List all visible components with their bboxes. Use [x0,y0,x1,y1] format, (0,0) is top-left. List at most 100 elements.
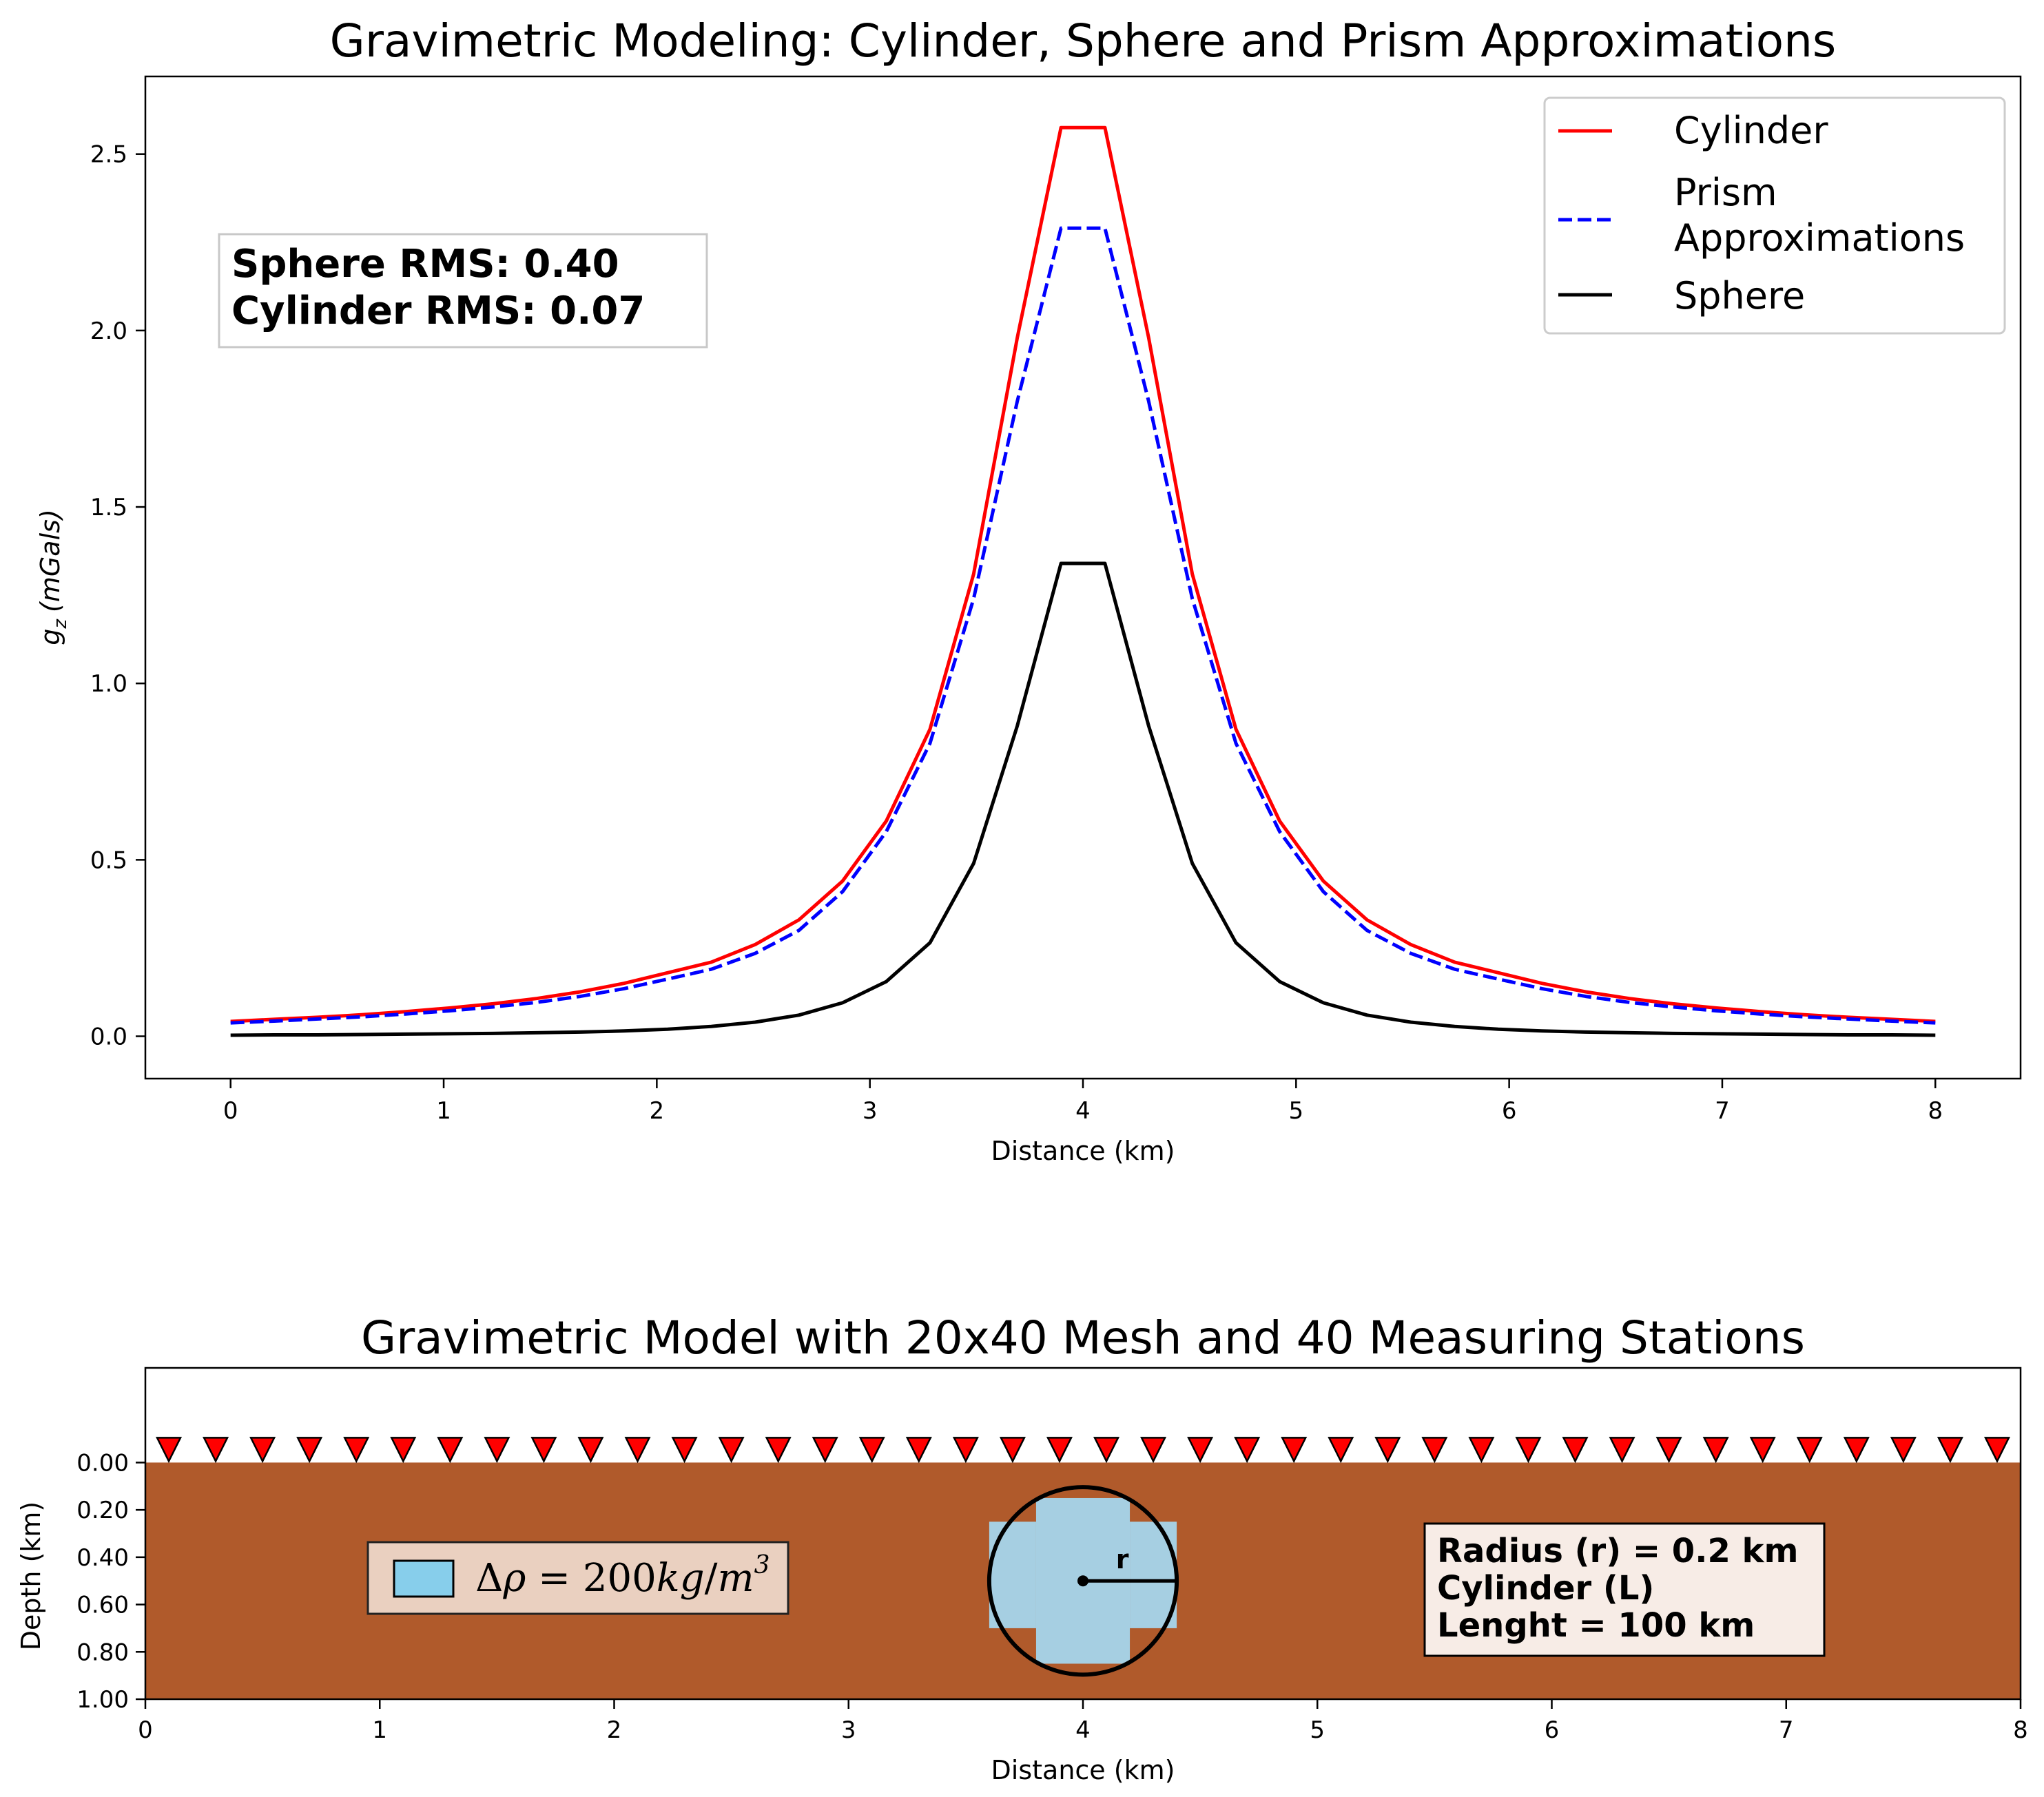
rms-line-cylinder: Cylinder RMS: 0.07 [231,289,645,333]
top-x-tick-label: 8 [1928,1097,1943,1125]
station-marker [249,1437,276,1464]
density-swatch [393,1559,455,1598]
ylabel-sub: z [50,619,71,630]
info-radius: Radius (r) = 0.2 km [1437,1532,1798,1570]
station-marker [203,1437,229,1464]
station-marker [1937,1437,1963,1464]
top-x-tick-label: 7 [1715,1097,1730,1125]
info-cylinder: Cylinder (L) [1437,1569,1654,1608]
station-marker [156,1437,183,1464]
top-y-ticks: 0.0 0.5 1.0 1.5 2.0 2.5 [90,141,145,1051]
station-marker [1093,1437,1120,1464]
bottom-x-tick-label: 6 [1545,1716,1560,1744]
station-marker [624,1437,651,1464]
station-marker [999,1437,1026,1464]
station-marker [1843,1437,1870,1464]
station-marker [1702,1437,1729,1464]
ylabel-g: g [35,629,65,645]
bottom-x-tick-label: 4 [1075,1716,1091,1744]
station-marker [765,1437,792,1464]
station-marker [1234,1437,1261,1464]
top-x-tick-label: 5 [1288,1097,1303,1125]
station-marker [1046,1437,1073,1464]
top-x-tick-label: 6 [1502,1097,1517,1125]
top-x-ticks: 0 1 2 3 4 5 6 7 8 [223,1079,1943,1125]
radius-label: r [1116,1544,1129,1575]
station-marker [1749,1437,1776,1464]
bottom-y-tick-label: 0.40 [76,1544,129,1572]
station-marker [343,1437,370,1464]
station-marker [530,1437,557,1464]
top-x-tick-label: 0 [223,1097,238,1125]
station-marker [905,1437,932,1464]
top-y-tick-label: 0.5 [90,846,127,874]
top-x-tick-label: 3 [863,1097,878,1125]
measuring-stations [156,1437,2010,1464]
legend-label-sphere: Sphere [1674,274,1805,318]
legend-label-prism-2: Approximations [1674,216,1965,260]
bottom-y-tick-label: 0.00 [76,1449,129,1477]
station-marker [1796,1437,1823,1464]
station-marker [1515,1437,1542,1464]
top-y-axis-label: gz (mGals) [35,509,71,645]
rms-annotation: Sphere RMS: 0.40 Cylinder RMS: 0.07 [218,233,708,349]
bottom-y-tick-label: 0.60 [76,1592,129,1619]
station-marker [1281,1437,1308,1464]
bottom-chart-title: Gravimetric Model with 20x40 Mesh and 40… [361,1311,1805,1364]
top-y-tick-label: 2.0 [90,318,127,345]
bottom-x-tick-label: 2 [607,1716,622,1744]
station-marker [1609,1437,1635,1464]
station-marker [1421,1437,1448,1464]
cylinder-info-box: Radius (r) = 0.2 km Cylinder (L) Lenght … [1423,1522,1826,1657]
top-y-tick-label: 2.5 [90,141,127,169]
top-x-tick-label: 1 [436,1097,451,1125]
bottom-x-tick-label: 5 [1310,1716,1325,1744]
station-marker [484,1437,510,1464]
station-marker [952,1437,979,1464]
station-marker [1983,1437,2010,1464]
station-marker [1140,1437,1167,1464]
bottom-y-tick-label: 0.20 [76,1497,129,1524]
top-chart: Gravimetric Modeling: Cylinder, Sphere a… [35,14,2022,1166]
bottom-y-axis-label: Depth (km) [16,1502,46,1651]
bottom-chart: Gravimetric Model with 20x40 Mesh and 40… [16,1311,2028,1785]
bottom-x-tick-label: 1 [372,1716,387,1744]
legend-frame [1543,96,2006,335]
station-marker [1468,1437,1495,1464]
station-marker [296,1437,323,1464]
top-chart-title: Gravimetric Modeling: Cylinder, Sphere a… [330,14,1837,67]
bottom-x-tick-label: 0 [138,1716,153,1744]
legend-label-prism-1: Prism [1674,171,1777,214]
station-marker [437,1437,464,1464]
top-y-tick-label: 1.5 [90,494,127,521]
density-legend: Δρ = 200kg/m3 [367,1541,789,1615]
top-x-axis-label: Distance (km) [991,1136,1175,1166]
bottom-y-tick-label: 1.00 [76,1686,129,1714]
bottom-y-ticks: 0.00 0.20 0.40 0.60 0.80 1.00 [76,1449,145,1714]
station-marker [1890,1437,1917,1464]
info-box-frame [1423,1522,1826,1657]
series-line-2 [230,561,1936,1037]
ylabel-unit: (mGals) [35,509,65,612]
station-marker [718,1437,745,1464]
top-y-tick-label: 1.0 [90,670,127,698]
rms-line-sphere: Sphere RMS: 0.40 [231,242,619,287]
bottom-x-axis-label: Distance (km) [991,1755,1175,1785]
bottom-x-tick-label: 8 [2013,1716,2028,1744]
station-marker [1655,1437,1682,1464]
cylinder-center-dot [1077,1575,1088,1587]
top-legend: Cylinder Prism Approximations Sphere [1543,96,2006,335]
series-line-0 [230,125,1936,1024]
station-marker [390,1437,417,1464]
station-marker [671,1437,698,1464]
station-marker [577,1437,604,1464]
bottom-x-tick-label: 7 [1779,1716,1794,1744]
station-marker [1374,1437,1401,1464]
bottom-x-ticks: 0 1 2 3 4 5 6 7 8 [138,1699,2028,1744]
top-plot-area [230,125,1936,1037]
density-label: Δρ = 200kg/m3 [475,1551,770,1601]
top-y-tick-label: 0.0 [90,1024,127,1051]
legend-label-cylinder: Cylinder [1674,109,1828,152]
station-marker [858,1437,885,1464]
